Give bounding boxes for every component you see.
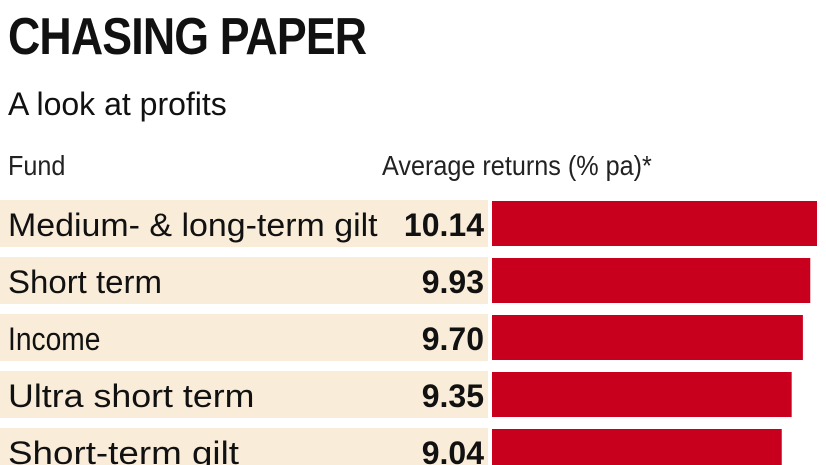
value-label: 9.93 <box>422 264 484 300</box>
category-label: Short-term gilt <box>8 435 239 465</box>
category-label: Income <box>8 321 100 357</box>
bar <box>492 429 782 465</box>
bar <box>492 201 817 246</box>
bar <box>492 372 792 417</box>
bar <box>492 258 811 303</box>
returns-column-header: Average returns (% pa)* <box>382 150 652 181</box>
row-background <box>0 200 488 247</box>
row-background <box>0 314 488 361</box>
chart-title: CHASING PAPER <box>8 8 367 66</box>
value-label: 9.35 <box>422 378 484 414</box>
value-label: 10.14 <box>404 207 484 243</box>
category-label: Short term <box>8 264 162 300</box>
value-label: 9.04 <box>422 435 484 465</box>
row-background <box>0 257 488 304</box>
category-label: Medium- & long-term gilt <box>8 207 378 243</box>
category-label: Ultra short term <box>8 378 254 414</box>
fund-column-header: Fund <box>8 150 66 181</box>
bar <box>492 315 803 360</box>
value-label: 9.70 <box>422 321 484 357</box>
row-background <box>0 371 488 418</box>
row-background <box>0 428 488 465</box>
chart-subtitle: A look at profits <box>8 86 227 122</box>
